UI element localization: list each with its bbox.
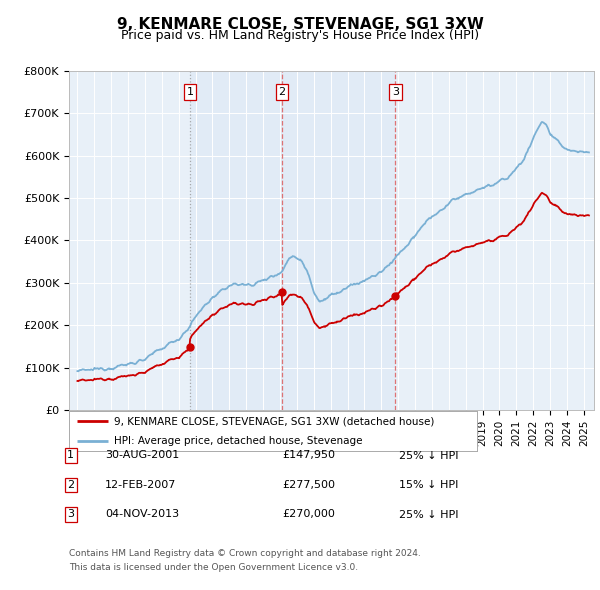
Text: 25% ↓ HPI: 25% ↓ HPI [399, 451, 458, 460]
Text: 04-NOV-2013: 04-NOV-2013 [105, 510, 179, 519]
Text: This data is licensed under the Open Government Licence v3.0.: This data is licensed under the Open Gov… [69, 563, 358, 572]
Text: 12-FEB-2007: 12-FEB-2007 [105, 480, 176, 490]
Text: Contains HM Land Registry data © Crown copyright and database right 2024.: Contains HM Land Registry data © Crown c… [69, 549, 421, 558]
Text: £270,000: £270,000 [282, 510, 335, 519]
Text: 3: 3 [392, 87, 399, 97]
Text: Price paid vs. HM Land Registry's House Price Index (HPI): Price paid vs. HM Land Registry's House … [121, 30, 479, 42]
Text: 25% ↓ HPI: 25% ↓ HPI [399, 510, 458, 519]
Text: 30-AUG-2001: 30-AUG-2001 [105, 451, 179, 460]
Text: 2: 2 [67, 480, 74, 490]
Text: £277,500: £277,500 [282, 480, 335, 490]
Text: 1: 1 [67, 451, 74, 460]
Text: 1: 1 [187, 87, 193, 97]
Bar [190, 71, 282, 410]
Text: 9, KENMARE CLOSE, STEVENAGE, SG1 3XW: 9, KENMARE CLOSE, STEVENAGE, SG1 3XW [116, 17, 484, 31]
Text: HPI: Average price, detached house, Stevenage: HPI: Average price, detached house, Stev… [114, 437, 362, 446]
Text: £147,950: £147,950 [282, 451, 335, 460]
Text: 15% ↓ HPI: 15% ↓ HPI [399, 480, 458, 490]
Text: 3: 3 [67, 510, 74, 519]
Text: 2: 2 [278, 87, 286, 97]
Bar [282, 71, 395, 410]
Text: 9, KENMARE CLOSE, STEVENAGE, SG1 3XW (detached house): 9, KENMARE CLOSE, STEVENAGE, SG1 3XW (de… [114, 417, 434, 426]
